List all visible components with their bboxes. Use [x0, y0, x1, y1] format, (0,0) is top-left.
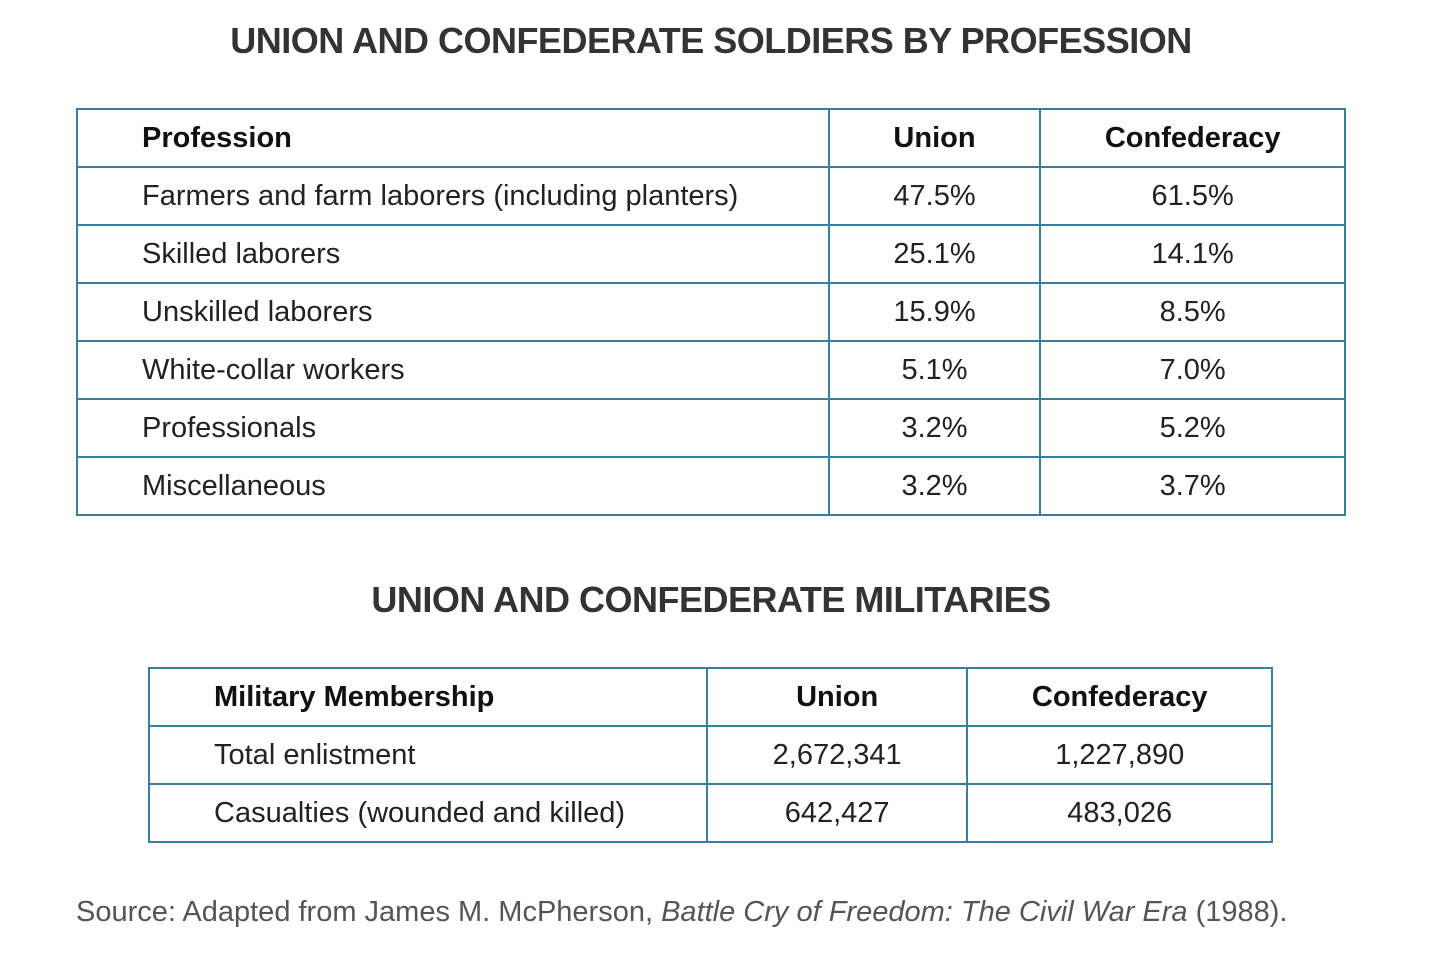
professions-table-title: UNION AND CONFEDERATE SOLDIERS BY PROFES… [230, 20, 1192, 61]
row-label-cell: Farmers and farm laborers (including pla… [76, 166, 830, 226]
row-label-cell: Skilled laborers [76, 224, 830, 284]
source-prefix: Source: Adapted from James M. McPherson, [76, 896, 662, 928]
row-label-cell: White-collar workers [76, 340, 830, 400]
table-row: Skilled laborers 25.1% 14.1% [76, 224, 1346, 284]
confederacy-value-cell: 14.1% [1039, 224, 1346, 284]
row-label-cell: Total enlistment [148, 725, 708, 785]
row-label-cell: Casualties (wounded and killed) [148, 783, 708, 843]
professions-table: Profession Union Confederacy Farmers and… [76, 108, 1346, 516]
table-row: Farmers and farm laborers (including pla… [76, 166, 1346, 226]
table-row: Unskilled laborers 15.9% 8.5% [76, 282, 1346, 342]
union-value-cell: 5.1% [827, 340, 1042, 400]
confederacy-value-cell: 7.0% [1039, 340, 1346, 400]
table-header-row: Profession Union Confederacy [76, 108, 1346, 168]
source-suffix: (1988). [1187, 896, 1288, 928]
union-value-cell: 25.1% [827, 224, 1042, 284]
column-header-military-membership: Military Membership [148, 667, 708, 727]
union-value-cell: 47.5% [827, 166, 1042, 226]
table-header-row: Military Membership Union Confederacy [148, 667, 1273, 727]
column-header-union: Union [705, 667, 969, 727]
table-row: White-collar workers 5.1% 7.0% [76, 340, 1346, 400]
column-header-union: Union [827, 108, 1042, 168]
row-label-cell: Unskilled laborers [76, 282, 830, 342]
militaries-table-title: UNION AND CONFEDERATE MILITARIES [371, 579, 1051, 620]
confederacy-value-cell: 483,026 [966, 783, 1273, 843]
confederacy-value-cell: 5.2% [1039, 398, 1346, 458]
confederacy-value-cell: 3.7% [1039, 456, 1346, 516]
confederacy-value-cell: 61.5% [1039, 166, 1346, 226]
table-row: Miscellaneous 3.2% 3.7% [76, 456, 1346, 516]
column-header-confederacy: Confederacy [1039, 108, 1346, 168]
source-citation: Source: Adapted from James M. McPherson,… [76, 896, 1288, 929]
militaries-table: Military Membership Union Confederacy To… [148, 667, 1273, 843]
source-book-title: Battle Cry of Freedom: The Civil War Era [661, 896, 1188, 928]
union-value-cell: 642,427 [705, 783, 969, 843]
confederacy-value-cell: 1,227,890 [966, 725, 1273, 785]
union-value-cell: 3.2% [827, 398, 1042, 458]
row-label-cell: Professionals [76, 398, 830, 458]
union-value-cell: 15.9% [827, 282, 1042, 342]
confederacy-value-cell: 8.5% [1039, 282, 1346, 342]
table-row: Total enlistment 2,672,341 1,227,890 [148, 725, 1273, 785]
table-row: Casualties (wounded and killed) 642,427 48… [148, 783, 1273, 843]
column-header-confederacy: Confederacy [966, 667, 1273, 727]
union-value-cell: 3.2% [827, 456, 1042, 516]
union-value-cell: 2,672,341 [705, 725, 969, 785]
table-row: Professionals 3.2% 5.2% [76, 398, 1346, 458]
column-header-profession: Profession [76, 108, 830, 168]
row-label-cell: Miscellaneous [76, 456, 830, 516]
